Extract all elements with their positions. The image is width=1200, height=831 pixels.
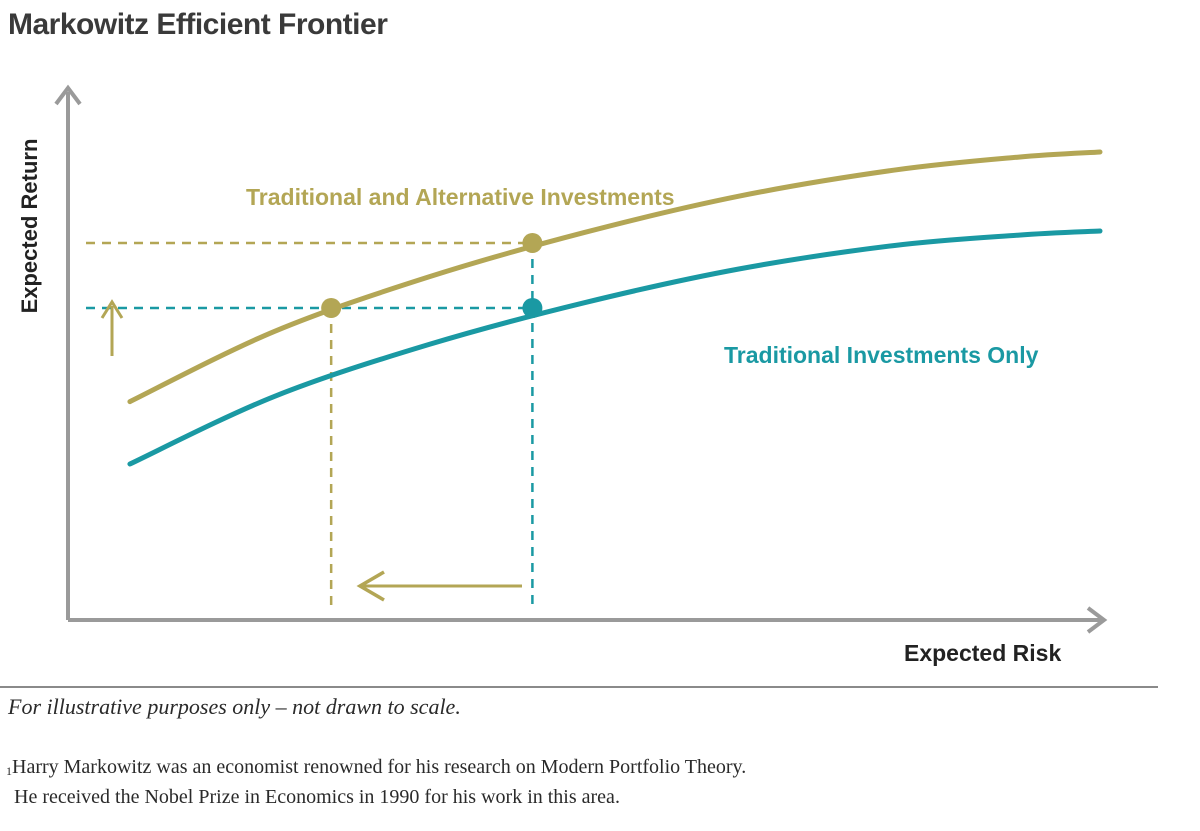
divider — [0, 686, 1158, 688]
series-label-traditional-only: Traditional Investments Only — [724, 342, 1039, 368]
highlight-point-1 — [522, 233, 543, 253]
series-line-0 — [127, 149, 1103, 405]
series-line-1 — [127, 228, 1103, 467]
y-axis-arrowhead — [54, 84, 82, 106]
chart-plot — [54, 84, 1108, 634]
footnote-text-1: Harry Markowitz was an economist renowne… — [12, 756, 747, 778]
footnote-line-2: He received the Nobel Prize in Economics… — [14, 786, 620, 808]
highlight-point-0 — [321, 298, 342, 318]
illustrative-note: For illustrative purposes only – not dra… — [8, 694, 461, 719]
footnote-marker: 1 — [6, 764, 12, 778]
arrow-left-head — [356, 570, 385, 602]
chart-title: Markowitz Efficient Frontier — [8, 8, 388, 41]
series-label-traditional-and-alternative: Traditional and Alternative Investments — [246, 184, 675, 210]
footnote-line-1: 1Harry Markowitz was an economist renown… — [6, 752, 746, 782]
footnote: 1Harry Markowitz was an economist renown… — [6, 752, 746, 812]
arrow-up-head — [100, 299, 124, 319]
x-axis-label: Expected Risk — [904, 640, 1062, 666]
y-axis-label: Expected Return — [17, 138, 42, 314]
highlight-point-2 — [522, 298, 543, 318]
x-axis-arrowhead — [1086, 606, 1108, 634]
